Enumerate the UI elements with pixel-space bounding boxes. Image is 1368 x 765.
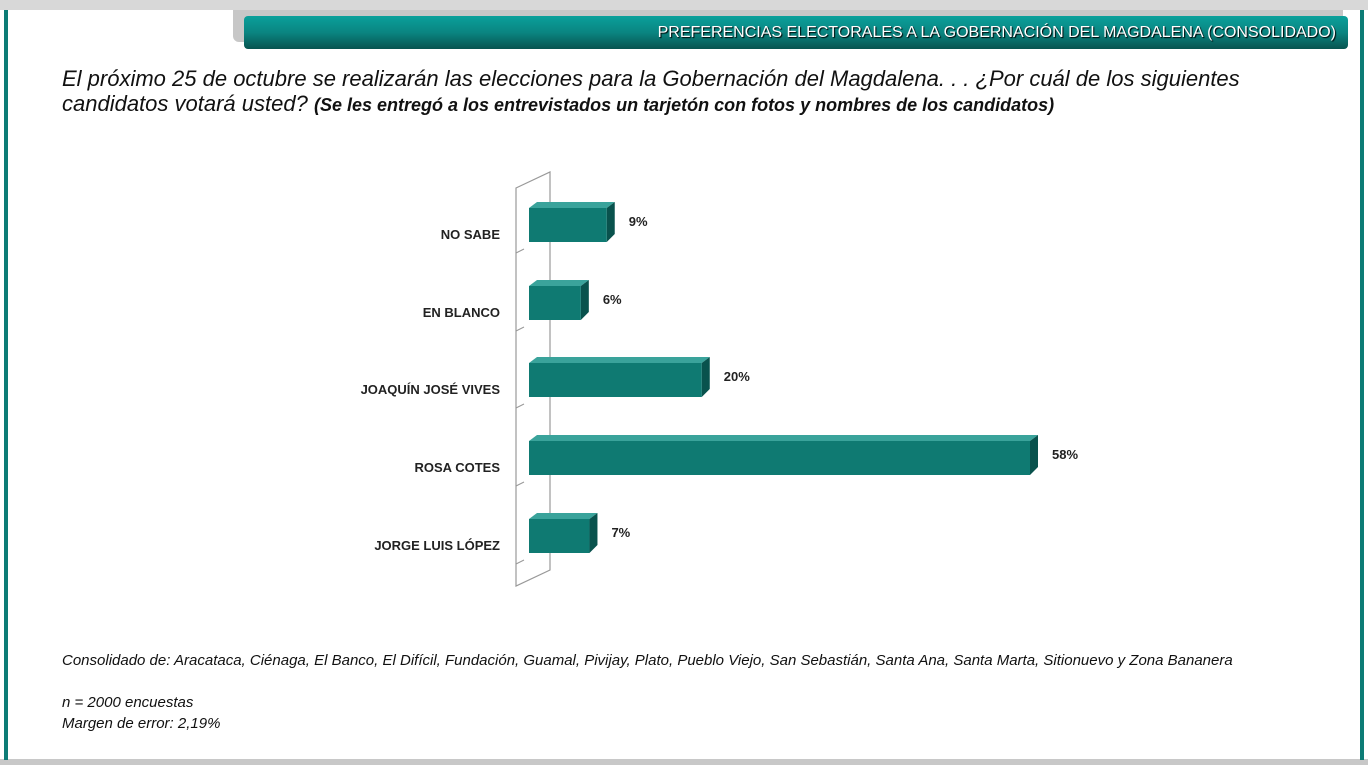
bar-top xyxy=(529,357,710,363)
left-border xyxy=(4,10,8,760)
value-label: 6% xyxy=(602,292,622,307)
axis-tick xyxy=(515,559,525,565)
category-label: JORGE LUIS LÓPEZ xyxy=(374,538,500,553)
bar-top xyxy=(529,513,598,519)
bar xyxy=(529,208,607,242)
bar-side xyxy=(606,202,615,242)
category-label: NO SABE xyxy=(440,227,500,242)
question-main: El próximo 25 de octubre se realizarán l… xyxy=(62,66,1240,116)
category-label: EN BLANCO xyxy=(422,305,500,320)
bar-side xyxy=(701,357,710,397)
value-label: 58% xyxy=(1052,447,1079,462)
category-label: JOAQUÍN JOSÉ VIVES xyxy=(360,382,500,397)
bar-top xyxy=(529,435,1038,441)
value-label: 9% xyxy=(628,214,648,229)
slide-title: PREFERENCIAS ELECTORALES A LA GOBERNACIÓ… xyxy=(244,16,1348,49)
bar-side xyxy=(589,513,598,553)
axis-tick xyxy=(515,248,525,254)
right-border xyxy=(1360,10,1364,760)
bar xyxy=(529,519,590,553)
value-label: 20% xyxy=(723,369,750,384)
bar xyxy=(529,441,1030,475)
question-note: (Se les entregó a los entrevistados un t… xyxy=(313,95,1055,115)
bar xyxy=(529,286,581,320)
category-label: ROSA COTES xyxy=(414,460,500,475)
question: El próximo 25 de octubre se realizarán l… xyxy=(62,66,1322,118)
footer-municipalities: Consolidado de: Aracataca, Ciénaga, El B… xyxy=(62,652,1233,669)
bar-side xyxy=(1030,435,1038,475)
footer-sample: n = 2000 encuestas xyxy=(62,694,194,711)
axis-tick xyxy=(515,326,525,332)
value-label: 7% xyxy=(611,525,631,540)
footer-notes: Consolidado de: Aracataca, Ciénaga, El B… xyxy=(62,650,1322,734)
bar-top xyxy=(529,202,615,208)
bar-side xyxy=(580,280,589,320)
axis-tick xyxy=(515,403,525,409)
axis-tick xyxy=(515,481,525,487)
bar-top xyxy=(529,280,589,286)
footer-margin: Margen de error: 2,19% xyxy=(62,715,221,732)
bar xyxy=(529,363,702,397)
